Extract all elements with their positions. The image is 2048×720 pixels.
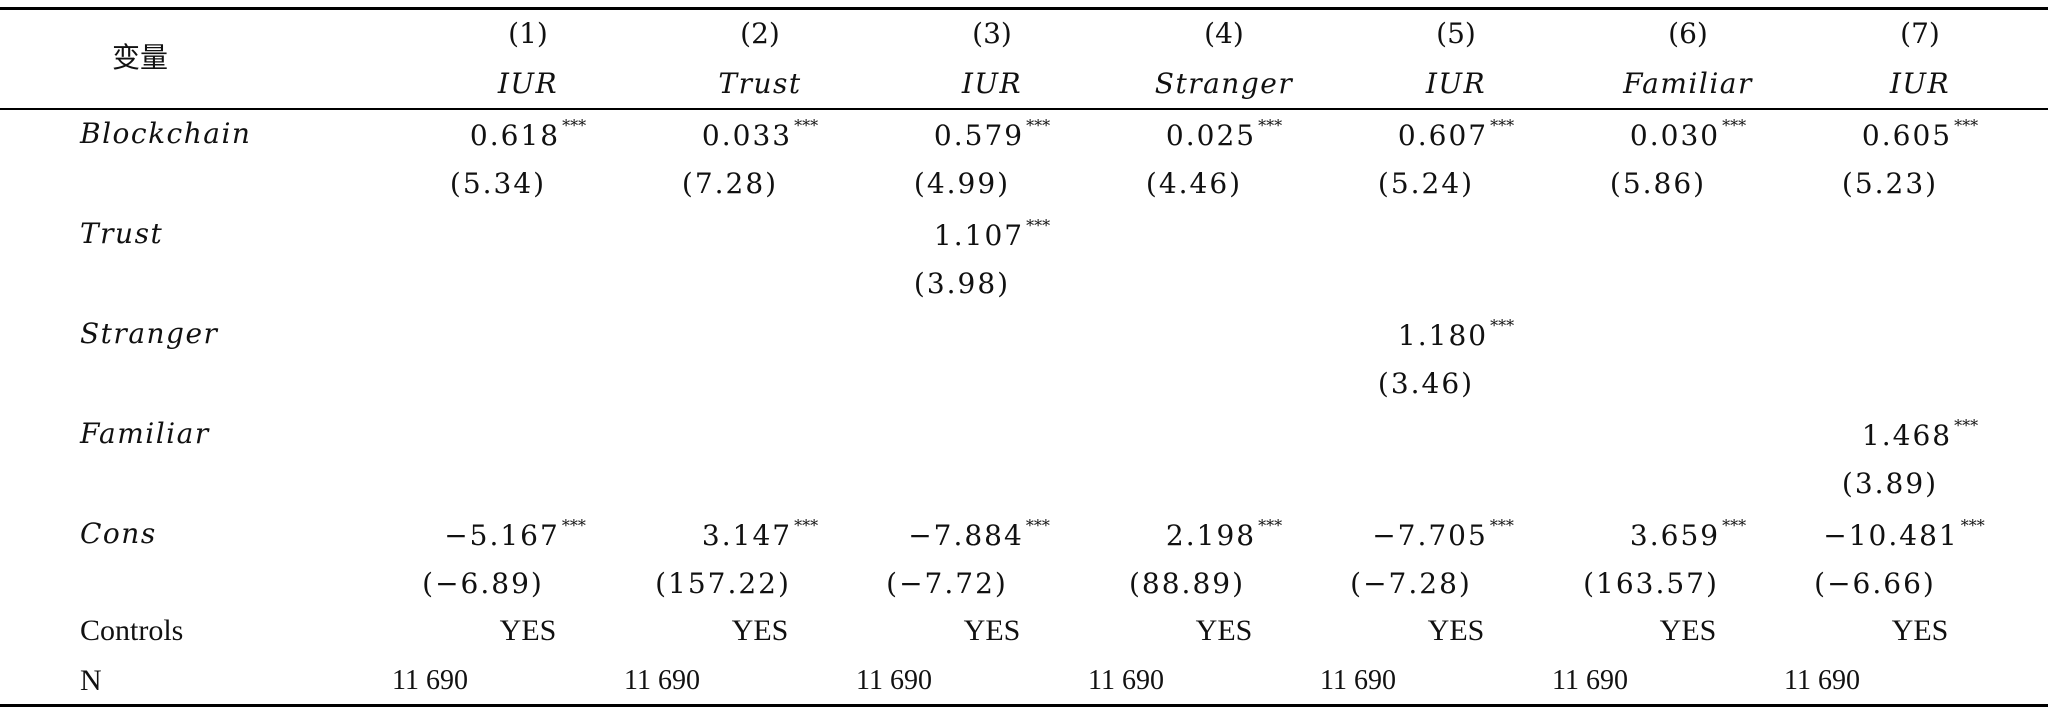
col-num-3: (3): [972, 17, 1012, 50]
col-dep-5: IUR: [1425, 67, 1487, 100]
cons-se-7: (−6.66): [1814, 567, 1936, 600]
row-label-controls: Controls: [80, 614, 184, 647]
controls-value-3: YES: [963, 614, 1021, 647]
col-dep-4: Stranger: [1154, 67, 1294, 100]
cons-se-1: (−6.89): [422, 567, 544, 600]
trust-se-3: (3.98): [913, 267, 1011, 300]
row-label-familiar: Familiar: [80, 417, 210, 450]
blockchain-coef-1: 0.618 ***: [469, 116, 587, 152]
n-value-2: 11 690: [624, 665, 700, 696]
controls-value-6: YES: [1659, 614, 1717, 647]
cons-coef-7: −10.481 ***: [1823, 516, 1985, 552]
n-value-6: 11 690: [1552, 665, 1628, 696]
blockchain-se-3: (4.99): [913, 167, 1011, 200]
col-num-6: (6): [1668, 17, 1708, 50]
blockchain-se-2: (7.28): [681, 167, 779, 200]
col-dep-2: Trust: [718, 67, 802, 100]
blockchain-se-4: (4.46): [1145, 167, 1243, 200]
row-label-trust: Trust: [80, 217, 164, 250]
col-num-1: (1): [508, 17, 548, 50]
cons-coef-2: 3.147 ***: [701, 516, 819, 552]
n-value-4: 11 690: [1088, 665, 1164, 696]
row-label-stranger: Stranger: [80, 317, 219, 350]
blockchain-coef-2: 0.033 ***: [701, 116, 819, 152]
variable-column-header: 变量: [112, 41, 169, 74]
controls-value-5: YES: [1427, 614, 1485, 647]
cons-coef-4: 2.198 ***: [1165, 516, 1283, 552]
blockchain-coef-6: 0.030 ***: [1629, 116, 1747, 152]
n-value-7: 11 690: [1784, 665, 1860, 696]
col-num-2: (2): [740, 17, 780, 50]
blockchain-coef-5: 0.607 ***: [1397, 116, 1515, 152]
controls-value-4: YES: [1195, 614, 1253, 647]
col-num-4: (4): [1204, 17, 1244, 50]
blockchain-se-6: (5.86): [1609, 167, 1707, 200]
familiar-coef-7: 1.468 ***: [1861, 416, 1979, 452]
cons-se-6: (163.57): [1583, 567, 1719, 600]
cons-coef-3: −7.884 ***: [908, 516, 1050, 552]
bottom-rule: [0, 704, 2048, 707]
familiar-se-7: (3.89): [1841, 467, 1939, 500]
cons-coef-5: −7.705 ***: [1372, 516, 1514, 552]
controls-value-7: YES: [1891, 614, 1949, 647]
blockchain-se-5: (5.24): [1377, 167, 1475, 200]
cons-se-5: (−7.28): [1350, 567, 1472, 600]
blockchain-coef-3: 0.579 ***: [933, 116, 1051, 152]
n-value-1: 11 690: [392, 665, 468, 696]
row-label-blockchain: Blockchain: [80, 117, 252, 150]
cons-se-4: (88.89): [1128, 567, 1246, 600]
row-label-n: N: [80, 664, 102, 697]
cons-se-3: (−7.72): [886, 567, 1008, 600]
n-value-3: 11 690: [856, 665, 932, 696]
stranger-coef-5: 1.180 ***: [1397, 316, 1515, 352]
blockchain-coef-7: 0.605 ***: [1861, 116, 1979, 152]
controls-value-2: YES: [731, 614, 789, 647]
stranger-se-5: (3.46): [1377, 367, 1475, 400]
cons-coef-1: −5.167 ***: [444, 516, 586, 552]
cons-coef-6: 3.659 ***: [1629, 516, 1747, 552]
blockchain-se-1: (5.34): [449, 167, 547, 200]
controls-value-1: YES: [499, 614, 557, 647]
col-dep-7: IUR: [1889, 67, 1951, 100]
trust-coef-3: 1.107 ***: [933, 216, 1051, 252]
col-dep-1: IUR: [497, 67, 559, 100]
col-dep-3: IUR: [961, 67, 1023, 100]
header-rule: [0, 108, 2048, 110]
col-dep-6: Familiar: [1623, 67, 1753, 100]
blockchain-coef-4: 0.025 ***: [1165, 116, 1283, 152]
cons-se-2: (157.22): [655, 567, 791, 600]
n-value-5: 11 690: [1320, 665, 1396, 696]
col-num-5: (5): [1436, 17, 1476, 50]
blockchain-se-7: (5.23): [1841, 167, 1939, 200]
col-num-7: (7): [1900, 17, 1940, 50]
top-rule: [0, 7, 2048, 10]
row-label-cons: Cons: [80, 517, 157, 550]
